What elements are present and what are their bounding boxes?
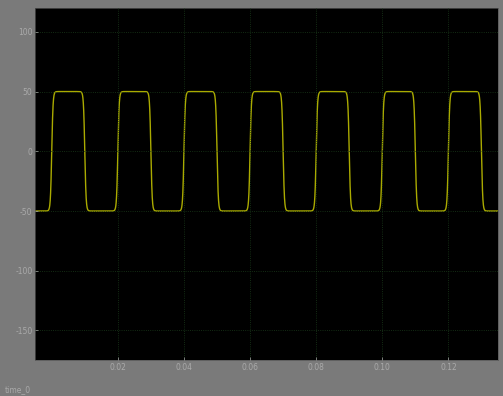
Text: time_0: time_0 xyxy=(5,385,31,394)
